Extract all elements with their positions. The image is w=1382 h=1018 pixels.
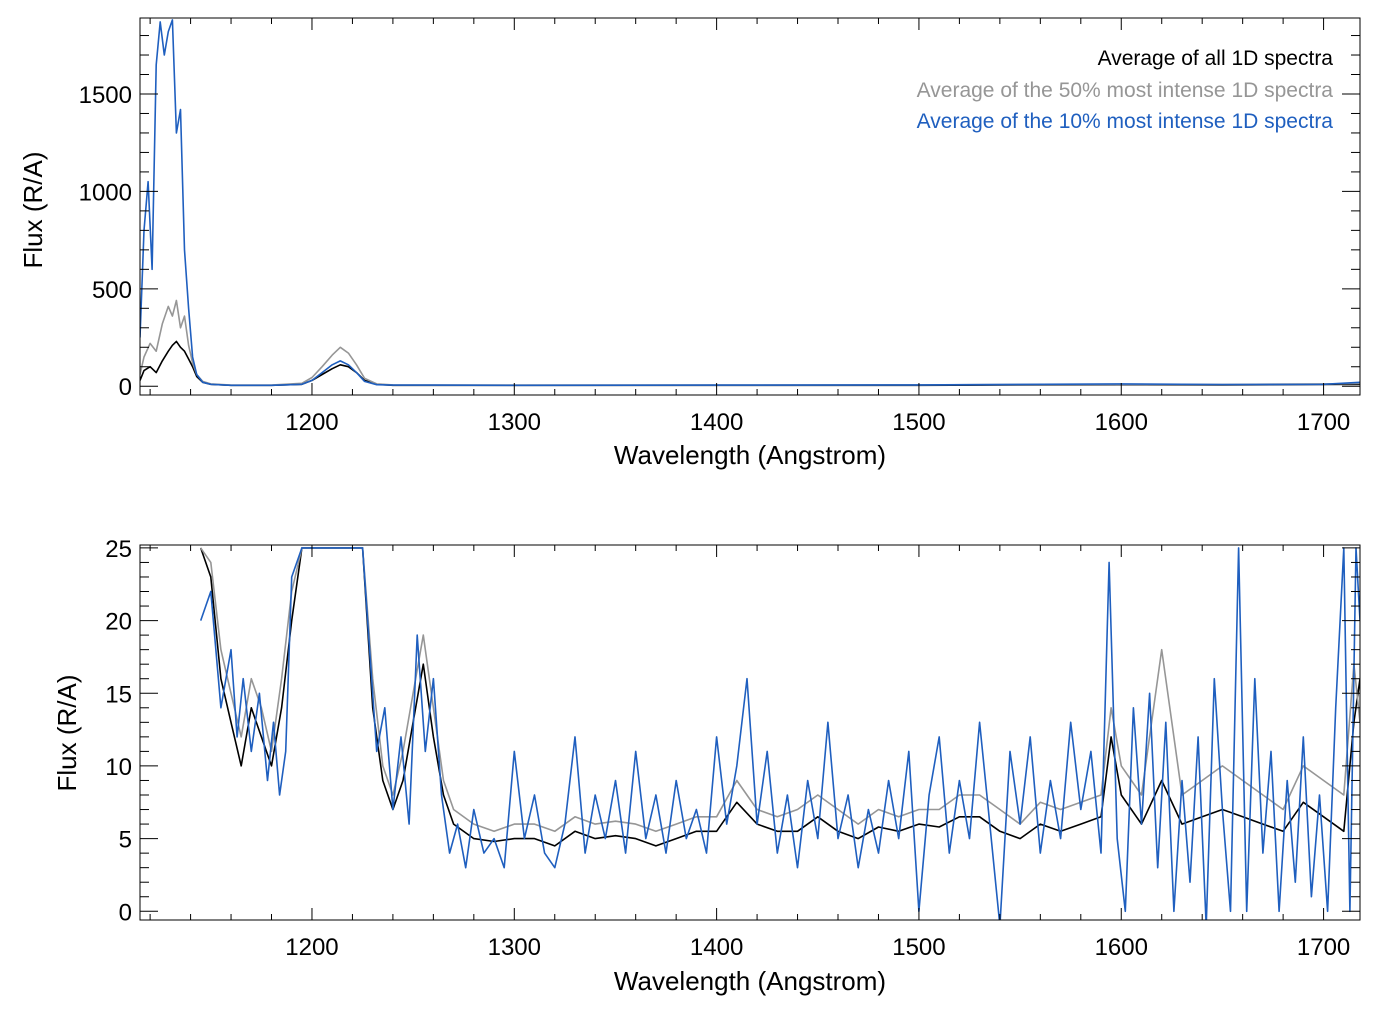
bottom-x-tick-label: 1400 xyxy=(690,934,743,961)
top-y-tick-label: 1500 xyxy=(79,82,132,109)
top-panel: 1200 1300 1400 1500 1600 1700 0 500 1000 1500 Wav… xyxy=(18,17,1361,470)
legend-entry-10pct: Average of the 10% most intense 1D spect… xyxy=(917,110,1334,133)
bottom-y-tick-label: 0 xyxy=(119,899,132,926)
top-y-tick-label: 1000 xyxy=(79,179,132,206)
top-x-tick-label: 1300 xyxy=(488,409,541,436)
bottom-panel: 1200 1300 1400 1500 1600 1700 0 5 10 15 20 25 Wavel… xyxy=(52,536,1361,996)
top-ticks: 1200 1300 1400 1500 1600 1700 0 500 1000 1500 xyxy=(79,18,1360,436)
bottom-y-tick-label: 15 xyxy=(105,681,132,708)
bottom-series-line-2 xyxy=(199,547,1360,920)
top-legend: Average of all 1D spectra Average of the… xyxy=(917,47,1334,133)
top-x-axis-label: Wavelength (Angstrom) xyxy=(614,440,886,470)
top-x-tick-label: 1200 xyxy=(285,409,338,436)
bottom-y-tick-label: 25 xyxy=(105,536,132,563)
bottom-y-tick-label: 10 xyxy=(105,754,132,781)
top-x-tick-label: 1700 xyxy=(1297,409,1350,436)
bottom-x-tick-label: 1200 xyxy=(285,934,338,961)
bottom-x-tick-label: 1700 xyxy=(1297,934,1350,961)
bottom-x-axis-label: Wavelength (Angstrom) xyxy=(614,966,886,996)
bottom-series-group xyxy=(199,547,1360,920)
bottom-y-tick-label: 5 xyxy=(119,827,132,854)
bottom-ticks: 1200 1300 1400 1500 1600 1700 0 5 10 15 20 25 xyxy=(105,536,1360,961)
bottom-x-tick-label: 1300 xyxy=(488,934,541,961)
top-y-tick-label: 500 xyxy=(92,277,132,304)
top-plot-frame xyxy=(139,17,1361,396)
top-x-tick-label: 1600 xyxy=(1095,409,1148,436)
bottom-plot-frame xyxy=(139,544,1361,921)
bottom-x-tick-label: 1600 xyxy=(1095,934,1148,961)
top-y-axis-label: Flux (R/A) xyxy=(18,152,48,269)
top-y-tick-label: 0 xyxy=(119,374,132,401)
legend-entry-50pct: Average of the 50% most intense 1D spect… xyxy=(917,79,1334,102)
bottom-y-axis-label: Flux (R/A) xyxy=(52,675,82,792)
legend-entry-all: Average of all 1D spectra xyxy=(1098,47,1334,70)
bottom-y-tick-label: 20 xyxy=(105,609,132,636)
bottom-x-tick-label: 1500 xyxy=(892,934,945,961)
top-x-tick-label: 1500 xyxy=(892,409,945,436)
top-x-tick-label: 1400 xyxy=(690,409,743,436)
